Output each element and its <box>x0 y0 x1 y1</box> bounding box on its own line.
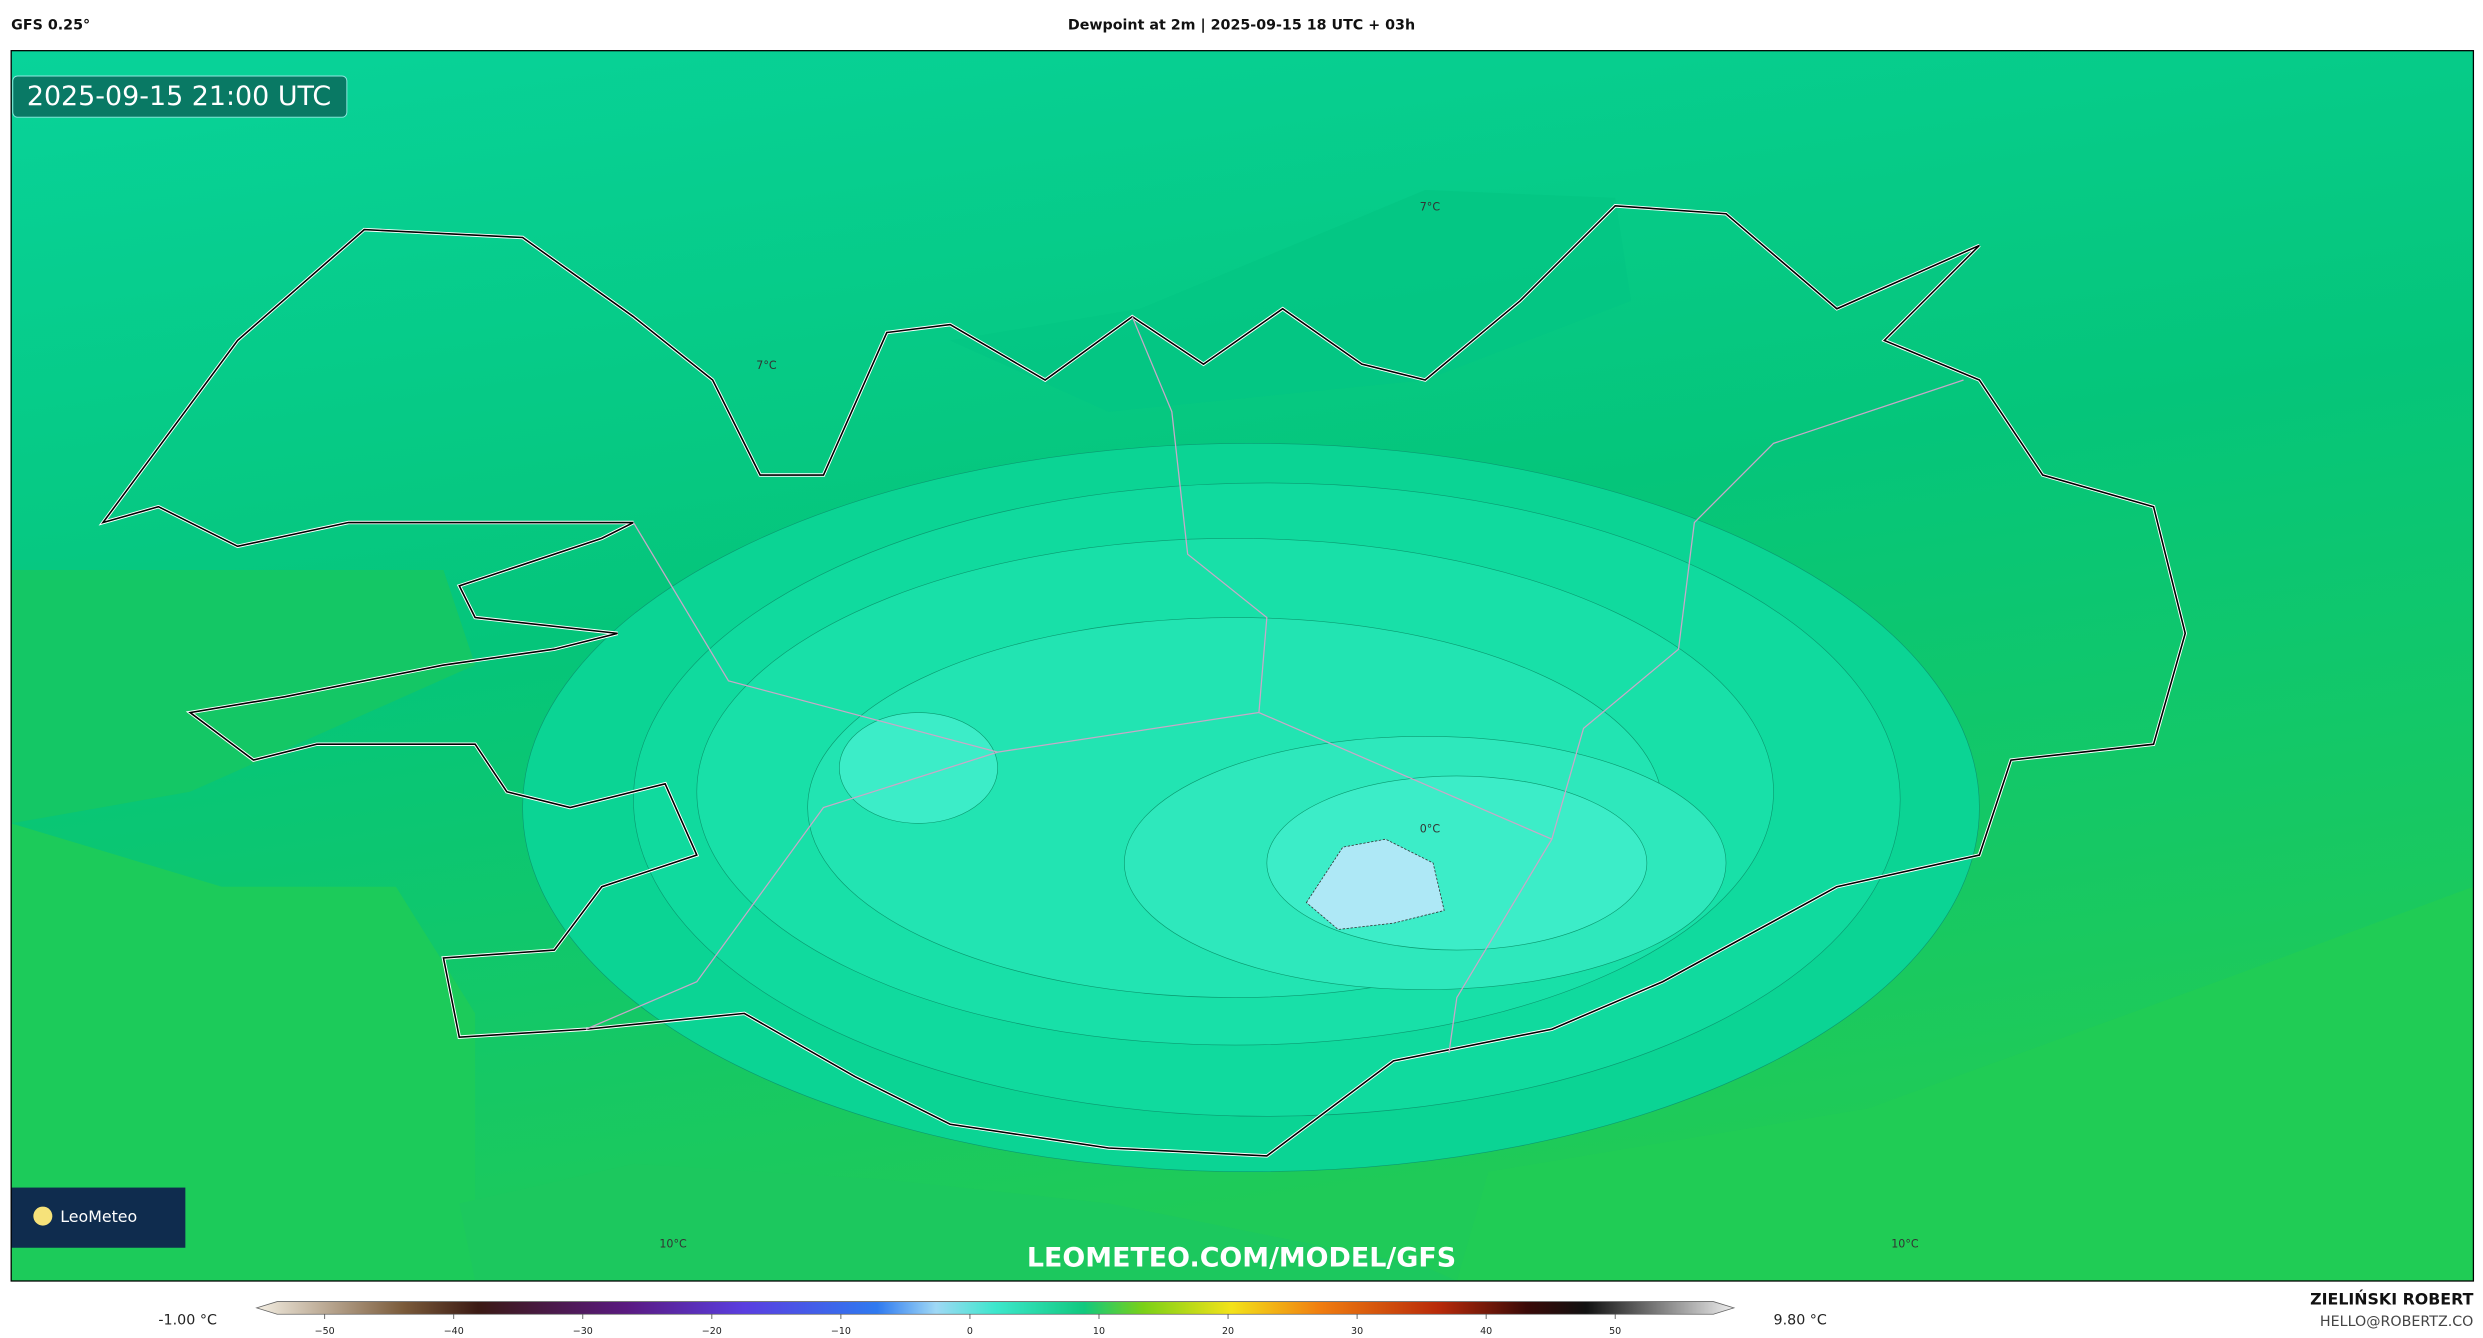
colorbar <box>255 1301 1736 1315</box>
email: HELLO@ROBERTZ.CO <box>2320 1314 2473 1330</box>
region-borders <box>585 316 1964 1054</box>
colorbar-ticks: −50 −40 −30 −20 −10 0 10 20 30 40 50 <box>315 1314 1621 1337</box>
model-name: GFS 0.25° <box>11 17 90 33</box>
contour-band <box>1305 838 1445 930</box>
colorbar-min: -1.00 °C <box>158 1313 217 1329</box>
contour-label: 7°C <box>1420 200 1441 213</box>
contour-label: 10°C <box>659 1238 687 1251</box>
contour-band <box>459 1163 1457 1281</box>
contour-band <box>11 570 476 824</box>
colorbar-tick-label: −40 <box>444 1326 464 1337</box>
colorbar-tick-label: 20 <box>1222 1326 1234 1337</box>
author: ZIELIŃSKI ROBERT <box>2310 1289 2473 1308</box>
colorbar-tick-label: −20 <box>702 1326 722 1337</box>
contour-band <box>838 712 998 824</box>
colorbar-tick-label: −10 <box>831 1326 851 1337</box>
contour-band <box>1266 775 1648 951</box>
coastline <box>100 205 2187 1157</box>
map-title: Dewpoint at 2m | 2025-09-15 18 UTC + 03h <box>1068 17 1415 33</box>
colorbar-tick-label: −50 <box>315 1326 335 1337</box>
contour-band <box>11 823 476 1281</box>
map-frame <box>10 50 2475 1282</box>
map-area: 7°C 7°C 0°C 10°C 10°C 2025-09-15 21:00 U… <box>11 50 2474 1281</box>
contour-label: 7°C <box>756 359 777 372</box>
contour-label: 0°C <box>1420 823 1441 836</box>
contour-band <box>1456 886 2474 1281</box>
contour-band <box>950 190 1632 412</box>
logo-sun <box>33 1206 53 1226</box>
colorbar-tick-label: 30 <box>1351 1326 1363 1337</box>
watermark: LEOMETEO.COM/MODEL/GFS <box>1027 1242 1456 1273</box>
logo-text: LeoMeteo <box>60 1207 137 1226</box>
colorbar-tick-label: 40 <box>1480 1326 1492 1337</box>
colorbar-tick-label: −30 <box>573 1326 593 1337</box>
colorbar-tick-label: 0 <box>967 1326 973 1337</box>
timestamp-box <box>12 75 348 118</box>
colorbar-max: 9.80 °C <box>1774 1313 1827 1329</box>
timestamp: 2025-09-15 21:00 UTC <box>27 81 331 112</box>
colorbar-tick-label: 50 <box>1609 1326 1621 1337</box>
contour-label: 10°C <box>1891 1238 1919 1251</box>
colorbar-tick-label: 10 <box>1093 1326 1105 1337</box>
